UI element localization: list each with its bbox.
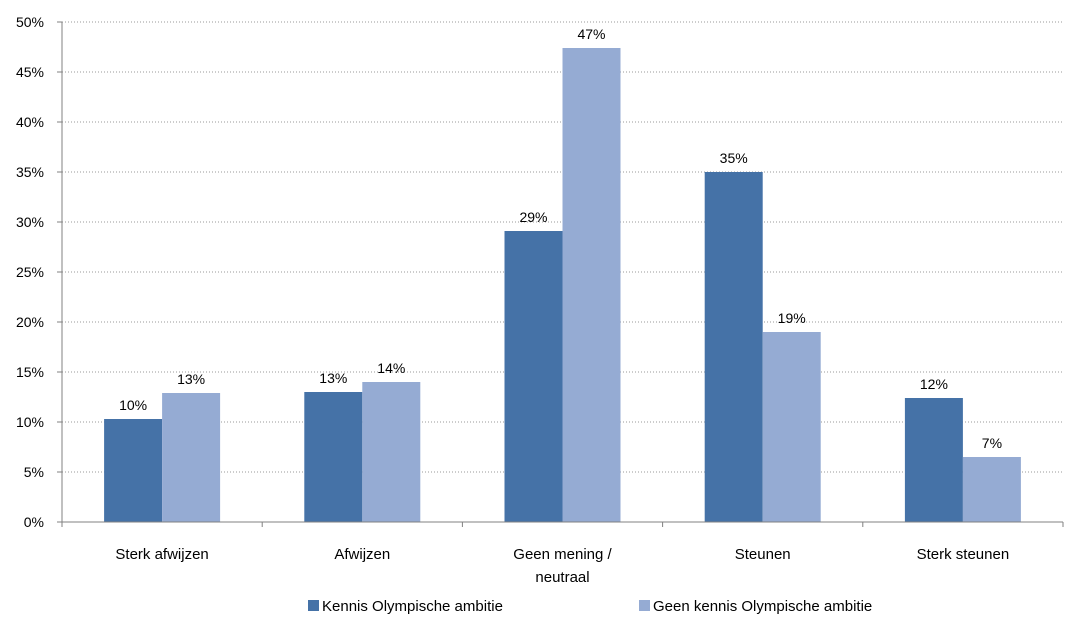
data-label: 13%	[177, 371, 205, 387]
bar	[504, 231, 563, 522]
x-tick-label: Afwijzen	[334, 546, 390, 563]
data-labels: 10% 13% 13% 14% 29% 47% 35% 19% 12% 7%	[119, 26, 1002, 451]
y-tick-label: 10%	[16, 414, 44, 430]
y-tick-label: 5%	[24, 464, 44, 480]
bar	[362, 382, 421, 522]
y-tick-label: 25%	[16, 264, 44, 280]
bar	[104, 419, 163, 522]
y-tick-label: 20%	[16, 314, 44, 330]
legend-label: Kennis Olympische ambitie	[322, 598, 503, 615]
data-label: 29%	[519, 209, 547, 225]
bar	[904, 398, 963, 522]
bar	[704, 172, 763, 522]
y-tick-label: 15%	[16, 364, 44, 380]
y-tick-label: 30%	[16, 214, 44, 230]
bars	[104, 48, 1021, 522]
y-tick-label: 40%	[16, 114, 44, 130]
legend: Kennis Olympische ambitie Geen kennis Oly…	[308, 598, 872, 615]
x-tick-label: Sterk afwijzen	[115, 546, 208, 563]
data-label: 35%	[720, 150, 748, 166]
data-label: 12%	[920, 376, 948, 392]
x-tick-label: Geen mening /	[513, 546, 612, 563]
data-label: 10%	[119, 397, 147, 413]
bar	[762, 332, 821, 522]
bar	[162, 393, 221, 522]
data-label: 19%	[778, 310, 806, 326]
legend-label: Geen kennis Olympische ambitie	[653, 598, 872, 615]
data-label: 47%	[577, 26, 605, 42]
y-tick-label: 50%	[16, 14, 44, 30]
axes: 0% 5% 10% 15% 20% 25% 30% 35% 40% 45% 50% Sterk afw…	[16, 14, 1064, 586]
bar	[562, 48, 621, 522]
data-label: 7%	[982, 435, 1002, 451]
legend-swatch	[639, 600, 650, 611]
y-tick-label: 45%	[16, 64, 44, 80]
x-tick-label: Steunen	[735, 546, 791, 563]
legend-swatch	[308, 600, 319, 611]
x-tick-label: Sterk steunen	[917, 546, 1010, 563]
y-tick-label: 35%	[16, 164, 44, 180]
bar	[304, 392, 363, 522]
gridlines	[62, 21, 1063, 473]
bar	[962, 457, 1021, 522]
y-tick-label: 0%	[24, 514, 44, 530]
data-label: 14%	[377, 360, 405, 376]
data-label: 13%	[319, 370, 347, 386]
x-tick-label: neutraal	[535, 569, 589, 586]
